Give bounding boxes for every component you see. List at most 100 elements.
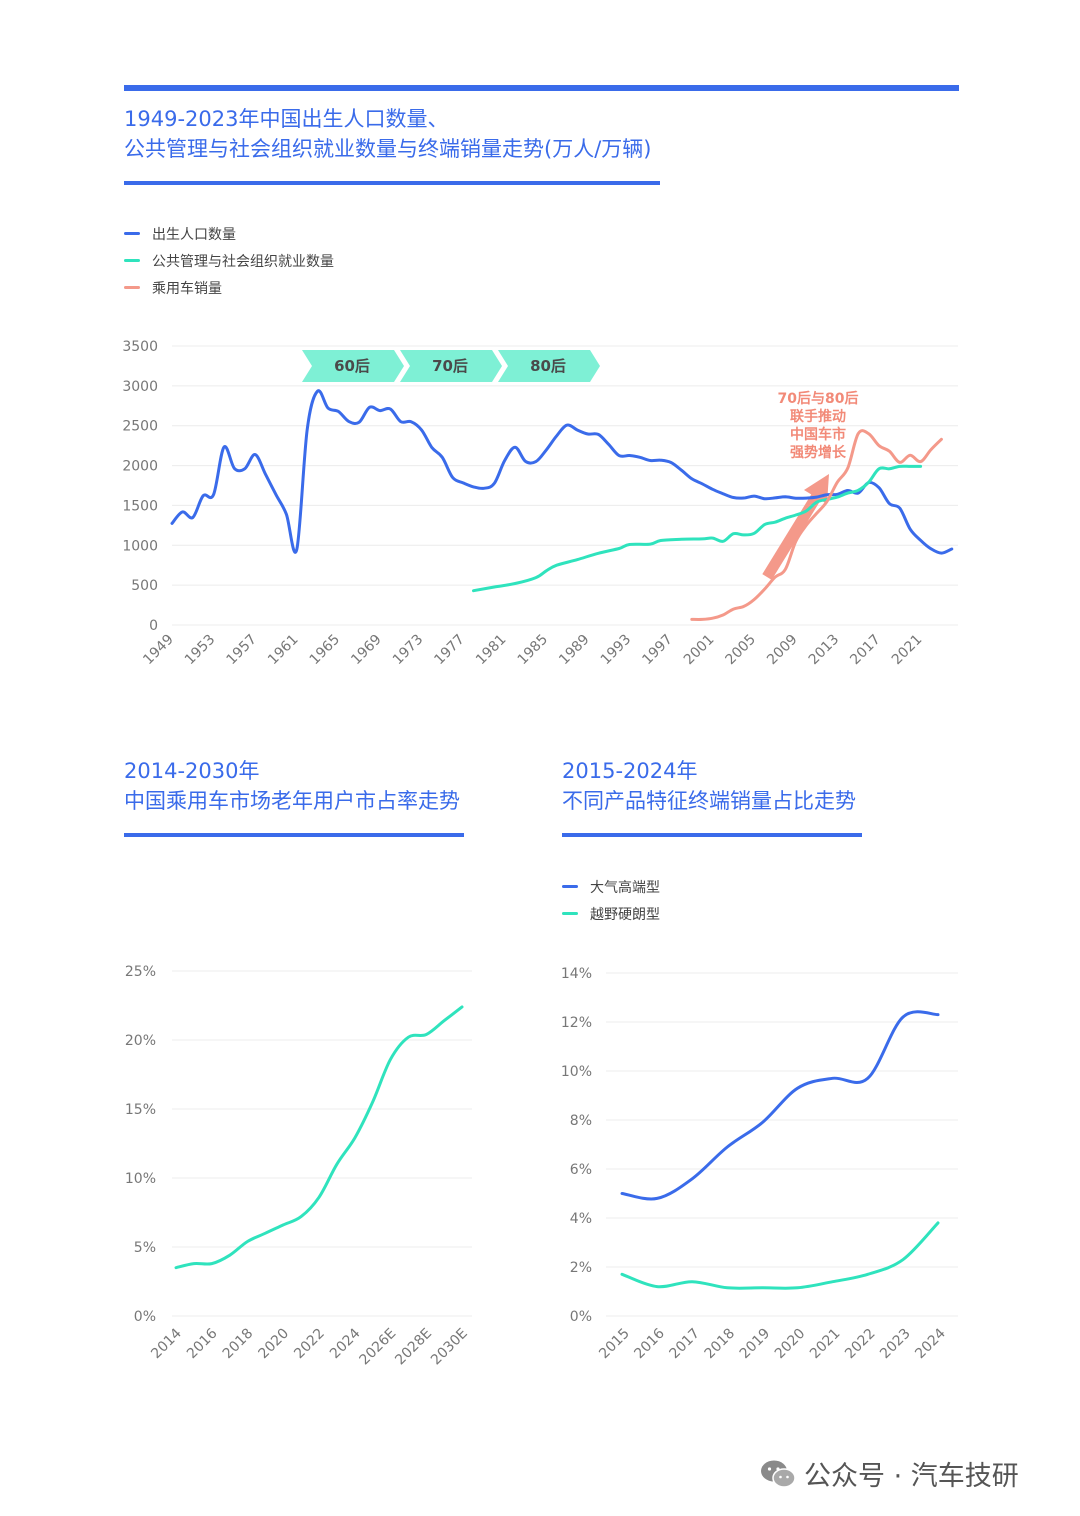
chart3-y-tick: 10% bbox=[561, 1064, 592, 1080]
chart1-title-line2: 公共管理与社会组织就业数量与终端销量走势(万人/万辆) bbox=[124, 137, 652, 161]
chart1-x-tick: 1985 bbox=[515, 632, 552, 669]
legend-swatch-car-sales bbox=[124, 286, 140, 289]
top-accent-bar bbox=[124, 85, 959, 91]
chart1-x-tick: 2021 bbox=[889, 632, 926, 669]
legend-item-employment: 公共管理与社会组织就业数量 bbox=[124, 247, 334, 274]
chart2-x-tick: 2014 bbox=[148, 1325, 185, 1362]
wechat-icon bbox=[761, 1460, 796, 1488]
watermark: 公众号 · 汽车技研 bbox=[760, 1454, 1019, 1493]
chart3-x-tick: 2023 bbox=[877, 1326, 914, 1363]
chart1-x-tick: 1973 bbox=[390, 632, 427, 669]
chart3-legend: 大气高端型 越野硬朗型 bbox=[562, 873, 660, 927]
annotation-text: 70后与80后 bbox=[778, 390, 859, 407]
legend-item-offroad: 越野硬朗型 bbox=[562, 900, 660, 927]
chart2-x-tick: 2020 bbox=[256, 1326, 293, 1363]
chart2-y-tick: 25% bbox=[125, 964, 156, 980]
legend-label-employment: 公共管理与社会组织就业数量 bbox=[152, 253, 334, 270]
legend-item-car-sales: 乘用车销量 bbox=[124, 274, 334, 301]
chart3-x-tick: 2022 bbox=[842, 1326, 879, 1363]
chart1-x-tick: 1953 bbox=[182, 632, 219, 669]
chart2-y-tick: 10% bbox=[125, 1171, 156, 1187]
chart1-x-tick: 2017 bbox=[847, 632, 884, 669]
chart3-x-tick: 2019 bbox=[737, 1326, 774, 1363]
chart1-x-tick: 1997 bbox=[639, 632, 676, 669]
chart3-y-tick: 14% bbox=[561, 966, 592, 982]
chart3-series-line-1 bbox=[620, 1221, 940, 1290]
chart2-title-line2: 中国乘用车市场老年用户市占率走势 bbox=[124, 789, 460, 813]
legend-swatch-births bbox=[124, 232, 140, 235]
chart1-y-tick: 500 bbox=[131, 578, 158, 594]
chart1-series-line-2 bbox=[690, 429, 943, 621]
chart1-x-tick: 1957 bbox=[223, 632, 260, 669]
generation-label: 80后 bbox=[530, 357, 566, 375]
chart1-y-tick: 3000 bbox=[122, 379, 158, 395]
chart3-title-underline bbox=[562, 833, 862, 837]
chart1-y-tick: 1500 bbox=[122, 498, 158, 514]
legend-item-premium: 大气高端型 bbox=[562, 873, 660, 900]
chart3-y-tick: 12% bbox=[561, 1015, 592, 1031]
legend-swatch-employment bbox=[124, 259, 140, 262]
chart1-x-tick: 2009 bbox=[764, 632, 801, 669]
legend-label-offroad: 越野硬朗型 bbox=[590, 906, 660, 923]
chart1-y-tick: 2000 bbox=[122, 459, 158, 475]
chart1-title-underline bbox=[124, 181, 660, 185]
chart3-x-tick: 2016 bbox=[631, 1325, 668, 1362]
chart1-y-tick: 1000 bbox=[122, 538, 158, 554]
legend-label-car-sales: 乘用车销量 bbox=[152, 280, 222, 297]
chart1-x-tick: 2001 bbox=[681, 632, 718, 669]
chart1-series-line-0 bbox=[170, 389, 954, 555]
chart1-title-line1: 1949-2023年中国出生人口数量、 bbox=[124, 107, 449, 131]
chart3-y-tick: 2% bbox=[570, 1260, 592, 1276]
chart3-y-tick: 6% bbox=[570, 1162, 592, 1178]
chart3-x-tick: 2015 bbox=[596, 1326, 633, 1363]
chart1-y-tick: 0 bbox=[149, 618, 158, 634]
annotation-text: 联手推动 bbox=[790, 408, 846, 425]
watermark-text: 公众号 · 汽车技研 bbox=[804, 1461, 1019, 1492]
annotation-text: 中国车市 bbox=[790, 426, 846, 443]
chart1-x-tick: 1993 bbox=[598, 632, 635, 669]
chart1-title: 1949-2023年中国出生人口数量、 公共管理与社会组织就业数量与终端销量走势… bbox=[124, 104, 651, 164]
chart2-title-line1: 2014-2030年 bbox=[124, 759, 260, 783]
chart2-title: 2014-2030年 中国乘用车市场老年用户市占率走势 bbox=[124, 756, 460, 816]
chart1-x-tick: 1981 bbox=[473, 632, 510, 669]
chart3-title-line2: 不同产品特征终端销量占比走势 bbox=[562, 789, 856, 813]
chart1-x-tick: 2005 bbox=[723, 632, 760, 669]
chart1-x-tick: 1977 bbox=[431, 632, 468, 669]
chart1-x-tick: 1969 bbox=[348, 632, 385, 669]
generation-chevron bbox=[498, 350, 600, 382]
legend-label-premium: 大气高端型 bbox=[590, 879, 660, 896]
generation-label: 60后 bbox=[334, 357, 370, 375]
generation-chevron bbox=[302, 350, 404, 382]
chart3-x-tick: 2024 bbox=[912, 1325, 949, 1362]
chart3-title: 2015-2024年 不同产品特征终端销量占比走势 bbox=[562, 756, 856, 816]
chart2-x-tick: 2018 bbox=[220, 1326, 257, 1363]
chart3-series-line-0 bbox=[620, 1010, 940, 1201]
legend-label-births: 出生人口数量 bbox=[152, 226, 236, 243]
chart3-x-tick: 2018 bbox=[702, 1326, 739, 1363]
chart3-y-tick: 8% bbox=[570, 1113, 592, 1129]
chart2-x-tick: 2022 bbox=[291, 1326, 328, 1363]
generation-label: 70后 bbox=[432, 357, 468, 375]
chart3-y-tick: 4% bbox=[570, 1211, 592, 1227]
chart3-x-tick: 2017 bbox=[667, 1326, 704, 1363]
chart3-y-tick: 0% bbox=[570, 1309, 592, 1325]
chart1-y-tick: 3500 bbox=[122, 339, 158, 355]
chart1-x-tick: 1961 bbox=[265, 632, 302, 669]
chart2-x-tick: 2026E bbox=[357, 1326, 400, 1369]
chart1-x-tick: 2013 bbox=[806, 632, 843, 669]
chart1-x-tick: 1989 bbox=[556, 632, 593, 669]
chart1-series-line-1 bbox=[472, 464, 923, 593]
annotation-text: 强势增长 bbox=[790, 444, 847, 461]
chart2-y-tick: 5% bbox=[134, 1240, 156, 1256]
chart2-title-underline bbox=[124, 833, 464, 837]
chart2-x-tick: 2030E bbox=[428, 1326, 471, 1369]
chart2-series-line-0 bbox=[174, 1005, 464, 1270]
chart2-y-tick: 20% bbox=[125, 1033, 156, 1049]
chart2-x-tick: 2016 bbox=[184, 1325, 221, 1362]
chart1-legend: 出生人口数量 公共管理与社会组织就业数量 乘用车销量 bbox=[124, 220, 334, 301]
chart2-y-tick: 0% bbox=[134, 1309, 156, 1325]
chart1-x-tick: 1949 bbox=[140, 632, 177, 669]
legend-swatch-premium bbox=[562, 885, 578, 888]
legend-item-births: 出生人口数量 bbox=[124, 220, 334, 247]
